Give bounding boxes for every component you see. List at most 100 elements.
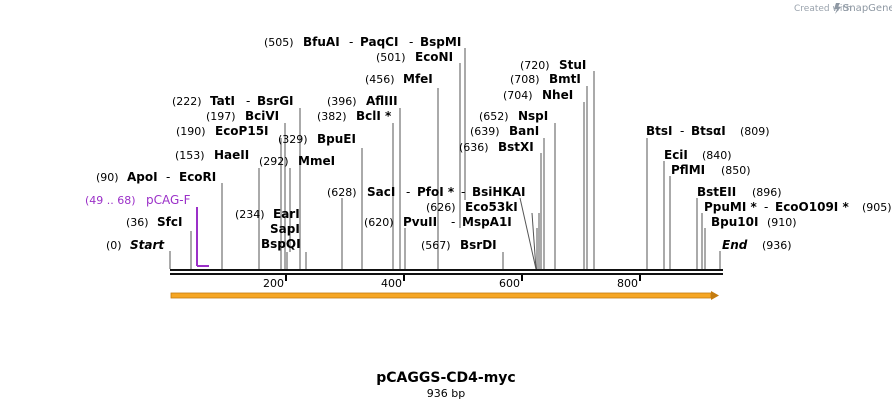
separator: - — [461, 185, 465, 199]
enzyme-bmtI[interactable]: BmtI — [549, 72, 581, 86]
enzyme-bfuAI[interactable]: BfuAI — [303, 35, 340, 49]
enzyme-bpuEI[interactable]: BpuEI — [317, 132, 356, 146]
backbone-bottom-strand — [170, 273, 723, 275]
enzyme-mfeI[interactable]: MfeI — [403, 72, 433, 86]
pos-sfcI: (36) — [126, 216, 149, 229]
separator: - — [246, 94, 250, 108]
ruler-labels: 200 400 600 800 — [263, 277, 638, 290]
enzyme-ecoNI[interactable]: EcoNI — [415, 50, 453, 64]
enzyme-ecoRI[interactable]: EcoRI — [179, 170, 216, 184]
pos-mfeI: (456) — [365, 73, 395, 86]
enzyme-sapI[interactable]: SapI — [270, 222, 300, 236]
pos-start: (0) — [106, 239, 122, 252]
pos-haeII: (153) — [175, 149, 205, 162]
separator: - — [166, 170, 170, 184]
enzyme-ecop15I[interactable]: EcoP15I — [215, 124, 269, 138]
feature-arrow-body — [170, 292, 712, 299]
enzyme-paqCI[interactable]: PaqCI — [360, 35, 398, 49]
ruler-label-400: 400 — [381, 277, 402, 290]
enzyme-eco53kI[interactable]: Eco53kI — [465, 200, 518, 214]
pos-pvuII: (620) — [364, 216, 394, 229]
enzyme-bpu10I[interactable]: Bpu10I — [711, 215, 758, 229]
enzyme-earI[interactable]: EarI — [273, 207, 300, 221]
enzyme-bciVI[interactable]: BciVI — [245, 109, 279, 123]
sequence-backbone — [170, 269, 723, 281]
enzyme-btsaI[interactable]: BtsαI — [691, 124, 726, 138]
cut-line-bstXI — [519, 197, 537, 270]
pos-bmtI: (708) — [510, 73, 540, 86]
enzyme-pvuII[interactable]: PvuII — [403, 215, 437, 229]
separator: - — [409, 35, 413, 49]
pos-bsrDI: (567) — [421, 239, 451, 252]
map-title: pCAGGS-CD4-myc 936 bp — [376, 370, 515, 400]
cut-line-eco53kI — [531, 212, 537, 270]
snapgene-brand: Created with SnapGene — [794, 3, 892, 14]
separator: - — [349, 35, 353, 49]
pos-btsI: (809) — [740, 125, 770, 138]
pos-pflMI: (850) — [721, 164, 751, 177]
enzyme-bstXI[interactable]: BstXI — [498, 140, 534, 154]
pos-sacI: (628) — [327, 186, 357, 199]
brand-name: SnapGene — [843, 3, 892, 14]
pos-ecoNI: (501) — [376, 51, 406, 64]
enzyme-sfcI[interactable]: SfcI — [157, 215, 182, 229]
pos-eco53kI: (626) — [426, 201, 456, 214]
ruler-label-800: 800 — [617, 277, 638, 290]
enzyme-pfoI[interactable]: PfoI * — [417, 185, 455, 199]
pos-stuI: (720) — [520, 59, 550, 72]
pos-bstXI: (636) — [459, 141, 489, 154]
enzyme-stuI[interactable]: StuI — [559, 58, 586, 72]
enzyme-labels: (0) Start (36) SfcI (49 .. 68) pCAG-F (9… — [85, 35, 892, 252]
pos-bpu10I: (910) — [767, 216, 797, 229]
enzyme-bspMI[interactable]: BspMI — [420, 35, 461, 49]
enzyme-sacI[interactable]: SacI — [367, 185, 395, 199]
pos-banI: (639) — [470, 125, 500, 138]
feature-arrow-head — [711, 291, 719, 300]
pos-bciVI: (197) — [206, 110, 236, 123]
plasmid-name: pCAGGS-CD4-myc — [376, 370, 515, 386]
pos-aflIII: (396) — [327, 95, 357, 108]
enzyme-bsrDI[interactable]: BsrDI — [460, 238, 497, 252]
primer-range: (49 .. 68) — [85, 194, 136, 207]
separator: - — [680, 124, 684, 138]
pos-bpuEI: (329) — [278, 133, 308, 146]
enzyme-aflIII[interactable]: AflIII — [366, 94, 398, 108]
enzyme-mmeI[interactable]: MmeI — [298, 154, 335, 168]
pos-nspI: (652) — [479, 110, 509, 123]
pos-apoI: (90) — [96, 171, 119, 184]
primer-label[interactable]: pCAG-F — [146, 193, 191, 207]
enzyme-bsiHKAI[interactable]: BsiHKAI — [472, 185, 526, 199]
enzyme-bclI[interactable]: BclI * — [356, 109, 392, 123]
enzyme-eciI[interactable]: EciI — [664, 148, 688, 162]
backbone-top-strand — [170, 269, 723, 271]
enzyme-bstEII[interactable]: BstEII — [697, 185, 736, 199]
pos-nheI: (704) — [503, 89, 533, 102]
enzyme-ecoO109I[interactable]: EcoO109I * — [775, 200, 849, 214]
enzyme-bsrGI[interactable]: BsrGI — [257, 94, 294, 108]
ruler-label-600: 600 — [499, 277, 520, 290]
cut-site-lines — [169, 48, 721, 270]
pos-end: (936) — [762, 239, 792, 252]
enzyme-apoI[interactable]: ApoI — [127, 170, 158, 184]
enzyme-btsI[interactable]: BtsI — [646, 124, 673, 138]
primer-pCAG-F[interactable] — [196, 207, 209, 267]
pos-mmeI: (292) — [259, 155, 289, 168]
enzyme-mspA1I[interactable]: MspA1I — [462, 215, 512, 229]
enzyme-nheI[interactable]: NheI — [542, 88, 573, 102]
enzyme-haeII[interactable]: HaeII — [214, 148, 249, 162]
enzyme-banI[interactable]: BanI — [509, 124, 539, 138]
enzyme-pflMI[interactable]: PflMI — [671, 163, 705, 177]
enzyme-bspQI[interactable]: BspQI — [261, 237, 301, 251]
pos-ecop15I: (190) — [176, 125, 206, 138]
enzyme-nspI[interactable]: NspI — [518, 109, 548, 123]
pos-bfuAI: (505) — [264, 36, 294, 49]
enzyme-tatI[interactable]: TatI — [210, 94, 235, 108]
pos-bclI: (382) — [317, 110, 347, 123]
enzyme-ppuMI[interactable]: PpuMI * — [704, 200, 758, 214]
separator: - — [764, 200, 768, 214]
pos-bstEII: (896) — [752, 186, 782, 199]
feature-arrow[interactable] — [170, 291, 719, 300]
pos-eciI: (840) — [702, 149, 732, 162]
ruler-label-200: 200 — [263, 277, 284, 290]
